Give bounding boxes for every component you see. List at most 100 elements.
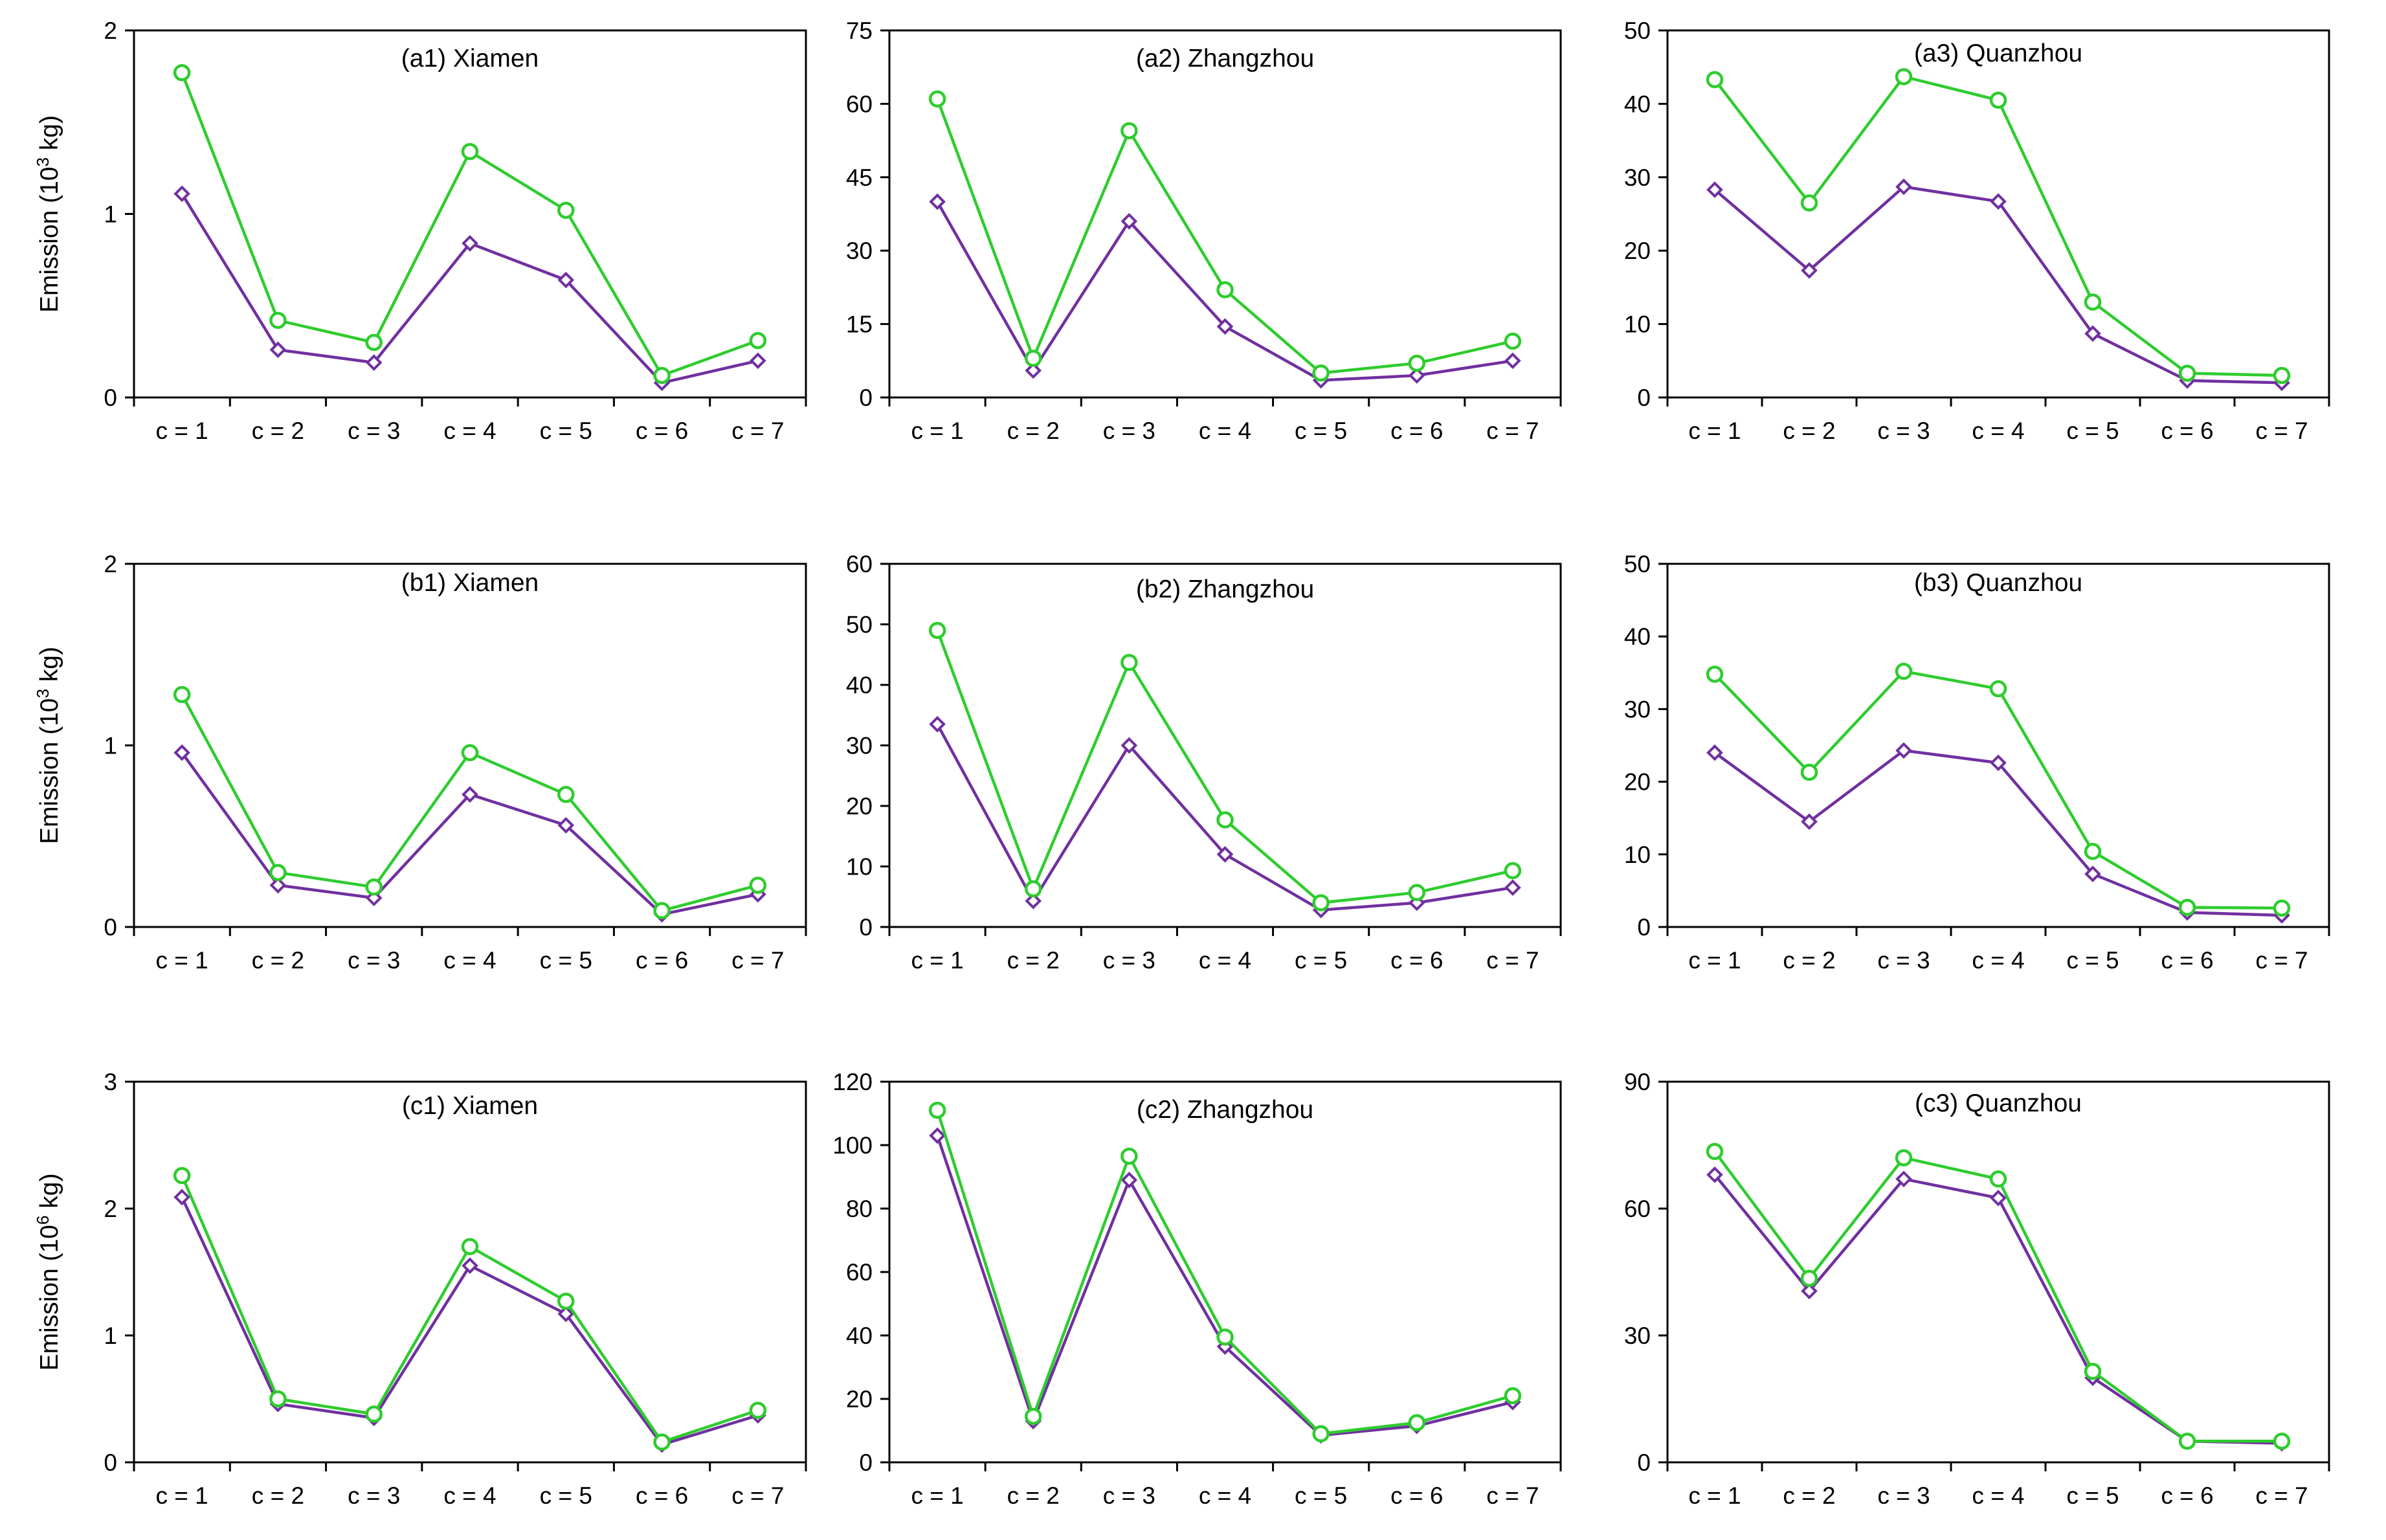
plot-frame	[133, 29, 807, 399]
y-tick-label: 120	[832, 1069, 873, 1095]
y-axis-label-exponent: 3	[33, 157, 52, 166]
x-tick-label: c = 6	[2161, 1482, 2213, 1509]
purple-diamond-point	[365, 354, 383, 371]
panel-a1: 0 1 2 c = 1 c = 2 c = 3 c = 4 c = 5 c = 6 c = 7 (a…	[33, 17, 807, 444]
green-circle-point	[1408, 884, 1426, 901]
purple-diamond-point	[929, 1127, 946, 1144]
x-tick-label: c = 3	[1877, 947, 1930, 974]
green-circle-point	[928, 1101, 946, 1119]
y-tick-label: 50	[846, 612, 873, 638]
panel-title: (a1) Xiamen	[401, 45, 539, 73]
x-tick-label: c = 5	[2066, 1482, 2119, 1509]
plot-frame	[1666, 563, 2330, 928]
x-tick-label: c = 6	[636, 1482, 688, 1509]
green-circle-point	[1706, 665, 1724, 683]
x-tick-label: c = 6	[1390, 418, 1443, 444]
x-tick-label: c = 2	[1007, 418, 1060, 444]
green-circle-point	[1408, 1414, 1426, 1431]
y-tick-label: 60	[1624, 1196, 1651, 1222]
purple-diamond-point	[462, 235, 478, 252]
purple-diamond-point	[929, 715, 946, 733]
y-axis-label-unit: kg)	[36, 115, 63, 157]
y-axis-label-main: Emission (10	[36, 167, 63, 313]
purple-series-line	[181, 1196, 759, 1446]
green-circle-point	[1895, 68, 1913, 85]
plot-frame	[1666, 29, 2330, 399]
green-circle-point	[1504, 1387, 1522, 1405]
purple-diamond-point	[462, 1257, 478, 1275]
x-tick-label: c = 7	[2255, 418, 2308, 444]
y-axis-label: Emission (106 kg)	[33, 1174, 63, 1371]
x-tick-label: c = 4	[1972, 418, 2024, 444]
green-circle-point	[461, 1238, 479, 1256]
x-tick-label: c = 1	[911, 418, 963, 444]
y-tick-label: 0	[104, 385, 117, 411]
panel-title: (c1) Xiamen	[402, 1092, 538, 1120]
green-circle-point	[1121, 1147, 1138, 1165]
green-circle-point	[1312, 364, 1330, 382]
purple-diamond-point	[173, 1188, 190, 1206]
x-tick-label: c = 7	[1486, 947, 1539, 974]
purple-diamond-point	[1216, 318, 1234, 335]
purple-diamond-point	[1895, 1170, 1912, 1188]
green-circle-point	[1895, 662, 1913, 680]
purple-diamond-point	[1990, 193, 2007, 210]
x-tick-label: c = 4	[1972, 1482, 2024, 1509]
x-tick-label: c = 7	[1486, 1482, 1539, 1509]
purple-diamond-point	[1025, 892, 1042, 909]
x-tick-label: c = 4	[1972, 947, 2024, 974]
purple-diamond-point	[1121, 737, 1138, 754]
purple-diamond-point	[1121, 213, 1138, 230]
y-tick-label: 0	[859, 914, 873, 941]
purple-diamond-point	[1990, 754, 2007, 772]
purple-diamond-point	[1025, 362, 1042, 379]
plot-frame	[888, 29, 1562, 399]
y-tick-label: 90	[1624, 1069, 1651, 1095]
y-tick-label: 30	[1624, 696, 1651, 722]
plot-frame	[133, 1080, 807, 1464]
x-tick-label: c = 1	[1688, 418, 1741, 444]
x-tick-label: c = 1	[1688, 947, 1741, 974]
x-tick-label: c = 6	[2161, 947, 2213, 974]
purple-diamond-point	[1801, 262, 1818, 279]
purple-diamond-point	[557, 271, 575, 289]
x-tick-label: c = 1	[911, 1482, 963, 1509]
y-tick-label: 0	[1637, 385, 1651, 411]
green-circle-point	[1706, 1143, 1724, 1161]
green-circle-point	[365, 878, 383, 896]
green-circle-point	[2084, 1363, 2102, 1380]
x-tick-label: c = 3	[348, 418, 400, 444]
purple-diamond-point	[1408, 367, 1425, 384]
panel-b2: 0 10 20 30 40 50 60 c = 1 c = 2 c = 3 c = 4 c = 5 c …	[846, 551, 1562, 974]
green-circle-point	[1408, 354, 1426, 372]
green-circle-point	[2273, 899, 2291, 917]
x-tick-label: c = 7	[2255, 1482, 2308, 1509]
plot-frame	[1666, 1080, 2330, 1464]
green-circle-point	[557, 785, 575, 803]
green-circle-point	[1024, 1407, 1042, 1425]
y-tick-label: 20	[1624, 238, 1651, 264]
purple-diamond-point	[1121, 1172, 1138, 1188]
y-tick-label: 0	[859, 385, 873, 411]
panel-title: (c2) Zhangzhou	[1137, 1096, 1313, 1124]
panel-a2: 0 15 30 45 60 75 c = 1 c = 2 c = 3 c = 4 c = 5 c = …	[846, 17, 1562, 444]
x-tick-label: c = 3	[1103, 1482, 1155, 1509]
x-tick-label: c = 2	[252, 418, 304, 444]
y-tick-label: 80	[846, 1196, 873, 1222]
green-circle-point	[557, 1292, 575, 1310]
green-circle-point	[1024, 350, 1042, 367]
y-tick-label: 3	[104, 1069, 117, 1095]
green-circle-point	[173, 1166, 191, 1185]
x-tick-label: c = 3	[1103, 947, 1155, 974]
green-circle-point	[1800, 1269, 1818, 1288]
x-tick-label: c = 1	[156, 947, 208, 974]
x-tick-label: c = 4	[1199, 418, 1251, 444]
panel-b3: 0 10 20 30 40 50 c = 1 c = 2 c = 3 c = 4 c = 5 c = …	[1624, 551, 2330, 974]
x-tick-label: c = 2	[1783, 1482, 1835, 1509]
y-tick-label: 20	[846, 793, 873, 820]
y-tick-label: 1	[104, 1322, 117, 1349]
green-circle-point	[749, 331, 767, 350]
x-tick-label: c = 7	[731, 947, 784, 974]
x-tick-label: c = 1	[1688, 1482, 1741, 1509]
y-tick-label: 20	[846, 1386, 873, 1412]
